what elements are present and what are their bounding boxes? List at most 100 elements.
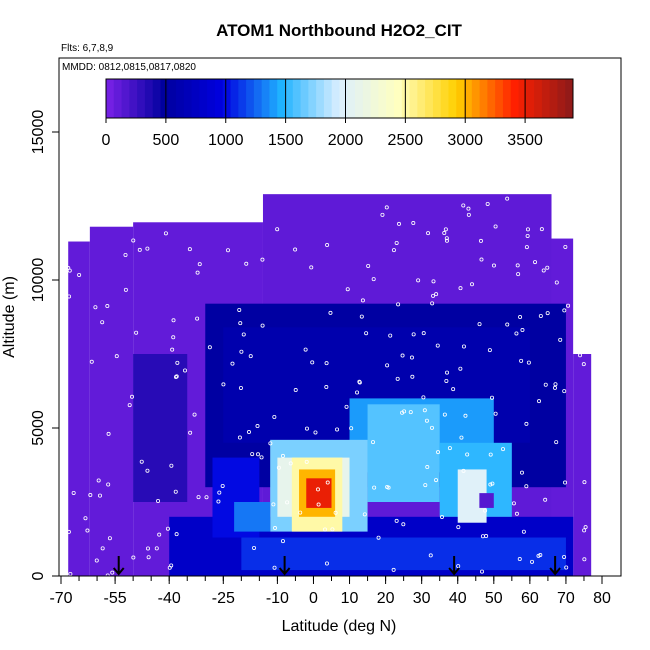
sample-point bbox=[526, 360, 531, 365]
sample-point bbox=[131, 238, 136, 243]
x-tick-label: 20 bbox=[377, 590, 395, 607]
sample-point bbox=[192, 412, 197, 417]
sample-point bbox=[175, 360, 180, 365]
sample-point bbox=[170, 347, 175, 352]
dates-note: MMDD: 0812,0815,0817,0820 bbox=[62, 62, 196, 73]
sample-point bbox=[324, 385, 329, 390]
sample-point bbox=[146, 555, 151, 560]
colorbar-tick-label: 3500 bbox=[507, 132, 543, 149]
sample-point bbox=[424, 418, 429, 423]
colorbar-cell bbox=[277, 79, 286, 118]
sample-point bbox=[252, 545, 257, 550]
x-tick-label: -70 bbox=[49, 590, 72, 607]
sample-point bbox=[554, 440, 559, 445]
sample-point bbox=[88, 493, 93, 498]
sample-point bbox=[461, 203, 466, 208]
colorbar-cell bbox=[565, 79, 574, 118]
sample-point bbox=[372, 485, 377, 490]
sample-point bbox=[411, 332, 416, 337]
sample-point bbox=[391, 567, 396, 572]
colorbar-cell bbox=[448, 79, 457, 118]
colorbar-cell bbox=[191, 79, 200, 118]
sample-point bbox=[366, 263, 371, 268]
sample-point bbox=[456, 525, 461, 530]
sample-point bbox=[380, 212, 385, 217]
sample-point bbox=[490, 481, 495, 486]
sample-point bbox=[396, 302, 401, 307]
sample-point bbox=[360, 298, 365, 303]
sample-point bbox=[304, 426, 309, 431]
heat-cell bbox=[479, 493, 494, 508]
sample-point bbox=[538, 314, 543, 319]
sample-point bbox=[324, 561, 329, 566]
sample-point bbox=[298, 510, 303, 515]
x-tick-label: 50 bbox=[485, 590, 503, 607]
sample-point bbox=[195, 316, 200, 321]
sample-point bbox=[285, 500, 290, 505]
sample-point bbox=[83, 516, 88, 521]
sample-point bbox=[130, 394, 135, 399]
sample-point bbox=[207, 345, 212, 350]
colorbar-tick-label: 2000 bbox=[328, 132, 364, 149]
sample-point bbox=[276, 465, 281, 470]
sample-point bbox=[169, 463, 174, 468]
sample-point bbox=[107, 536, 112, 541]
colorbar-tick-label: 2500 bbox=[388, 132, 424, 149]
heatmap-layer bbox=[68, 194, 592, 576]
colorbar-cell bbox=[487, 79, 496, 118]
sample-point bbox=[100, 320, 105, 325]
sample-point bbox=[66, 529, 71, 534]
sample-point bbox=[517, 557, 522, 562]
y-axis-label: Altitude (m) bbox=[1, 276, 18, 358]
sample-point bbox=[260, 323, 265, 328]
sample-point bbox=[397, 221, 402, 226]
colorbar-cell bbox=[129, 79, 138, 118]
sample-point bbox=[303, 347, 308, 352]
sample-point bbox=[443, 227, 448, 232]
sample-point bbox=[196, 495, 201, 500]
sample-point bbox=[428, 553, 433, 558]
sample-point bbox=[451, 387, 456, 392]
colorbar-cell bbox=[199, 79, 208, 118]
sample-point bbox=[221, 382, 226, 387]
sample-point bbox=[67, 268, 72, 273]
sample-point bbox=[524, 245, 529, 250]
sample-point bbox=[114, 354, 119, 359]
sample-point bbox=[394, 240, 399, 245]
sample-point bbox=[260, 257, 265, 262]
sample-point bbox=[466, 206, 471, 211]
sample-point bbox=[67, 294, 72, 299]
colorbar-cell bbox=[292, 79, 302, 118]
sample-point bbox=[85, 528, 90, 533]
sample-point bbox=[488, 452, 493, 457]
sample-point bbox=[539, 227, 544, 232]
sample-point bbox=[530, 559, 535, 564]
sample-point bbox=[479, 257, 484, 262]
sample-point bbox=[313, 430, 318, 435]
heat-cell bbox=[89, 226, 134, 576]
sample-point bbox=[477, 322, 482, 327]
sample-point bbox=[238, 385, 243, 390]
colorbar-cell bbox=[308, 79, 317, 118]
sample-point bbox=[197, 262, 202, 267]
sample-point bbox=[357, 380, 362, 385]
sample-point bbox=[345, 287, 350, 292]
sample-point bbox=[444, 236, 449, 241]
sample-point bbox=[385, 363, 390, 368]
sample-point bbox=[431, 293, 436, 298]
sample-point bbox=[426, 231, 431, 236]
colorbar-cell bbox=[393, 79, 403, 118]
x-tick-label: 10 bbox=[341, 590, 359, 607]
sample-point bbox=[96, 478, 101, 483]
sample-point bbox=[272, 565, 277, 570]
sample-point bbox=[445, 370, 450, 375]
sample-point bbox=[315, 487, 320, 492]
sample-point bbox=[187, 247, 192, 252]
x-tick-label: -10 bbox=[266, 590, 289, 607]
sample-point bbox=[171, 318, 176, 323]
sample-point bbox=[558, 337, 563, 342]
y-tick-label: 15000 bbox=[30, 110, 47, 155]
sample-point bbox=[545, 265, 550, 270]
colorbar-cell bbox=[355, 79, 364, 118]
colorbar-cell bbox=[464, 79, 473, 118]
